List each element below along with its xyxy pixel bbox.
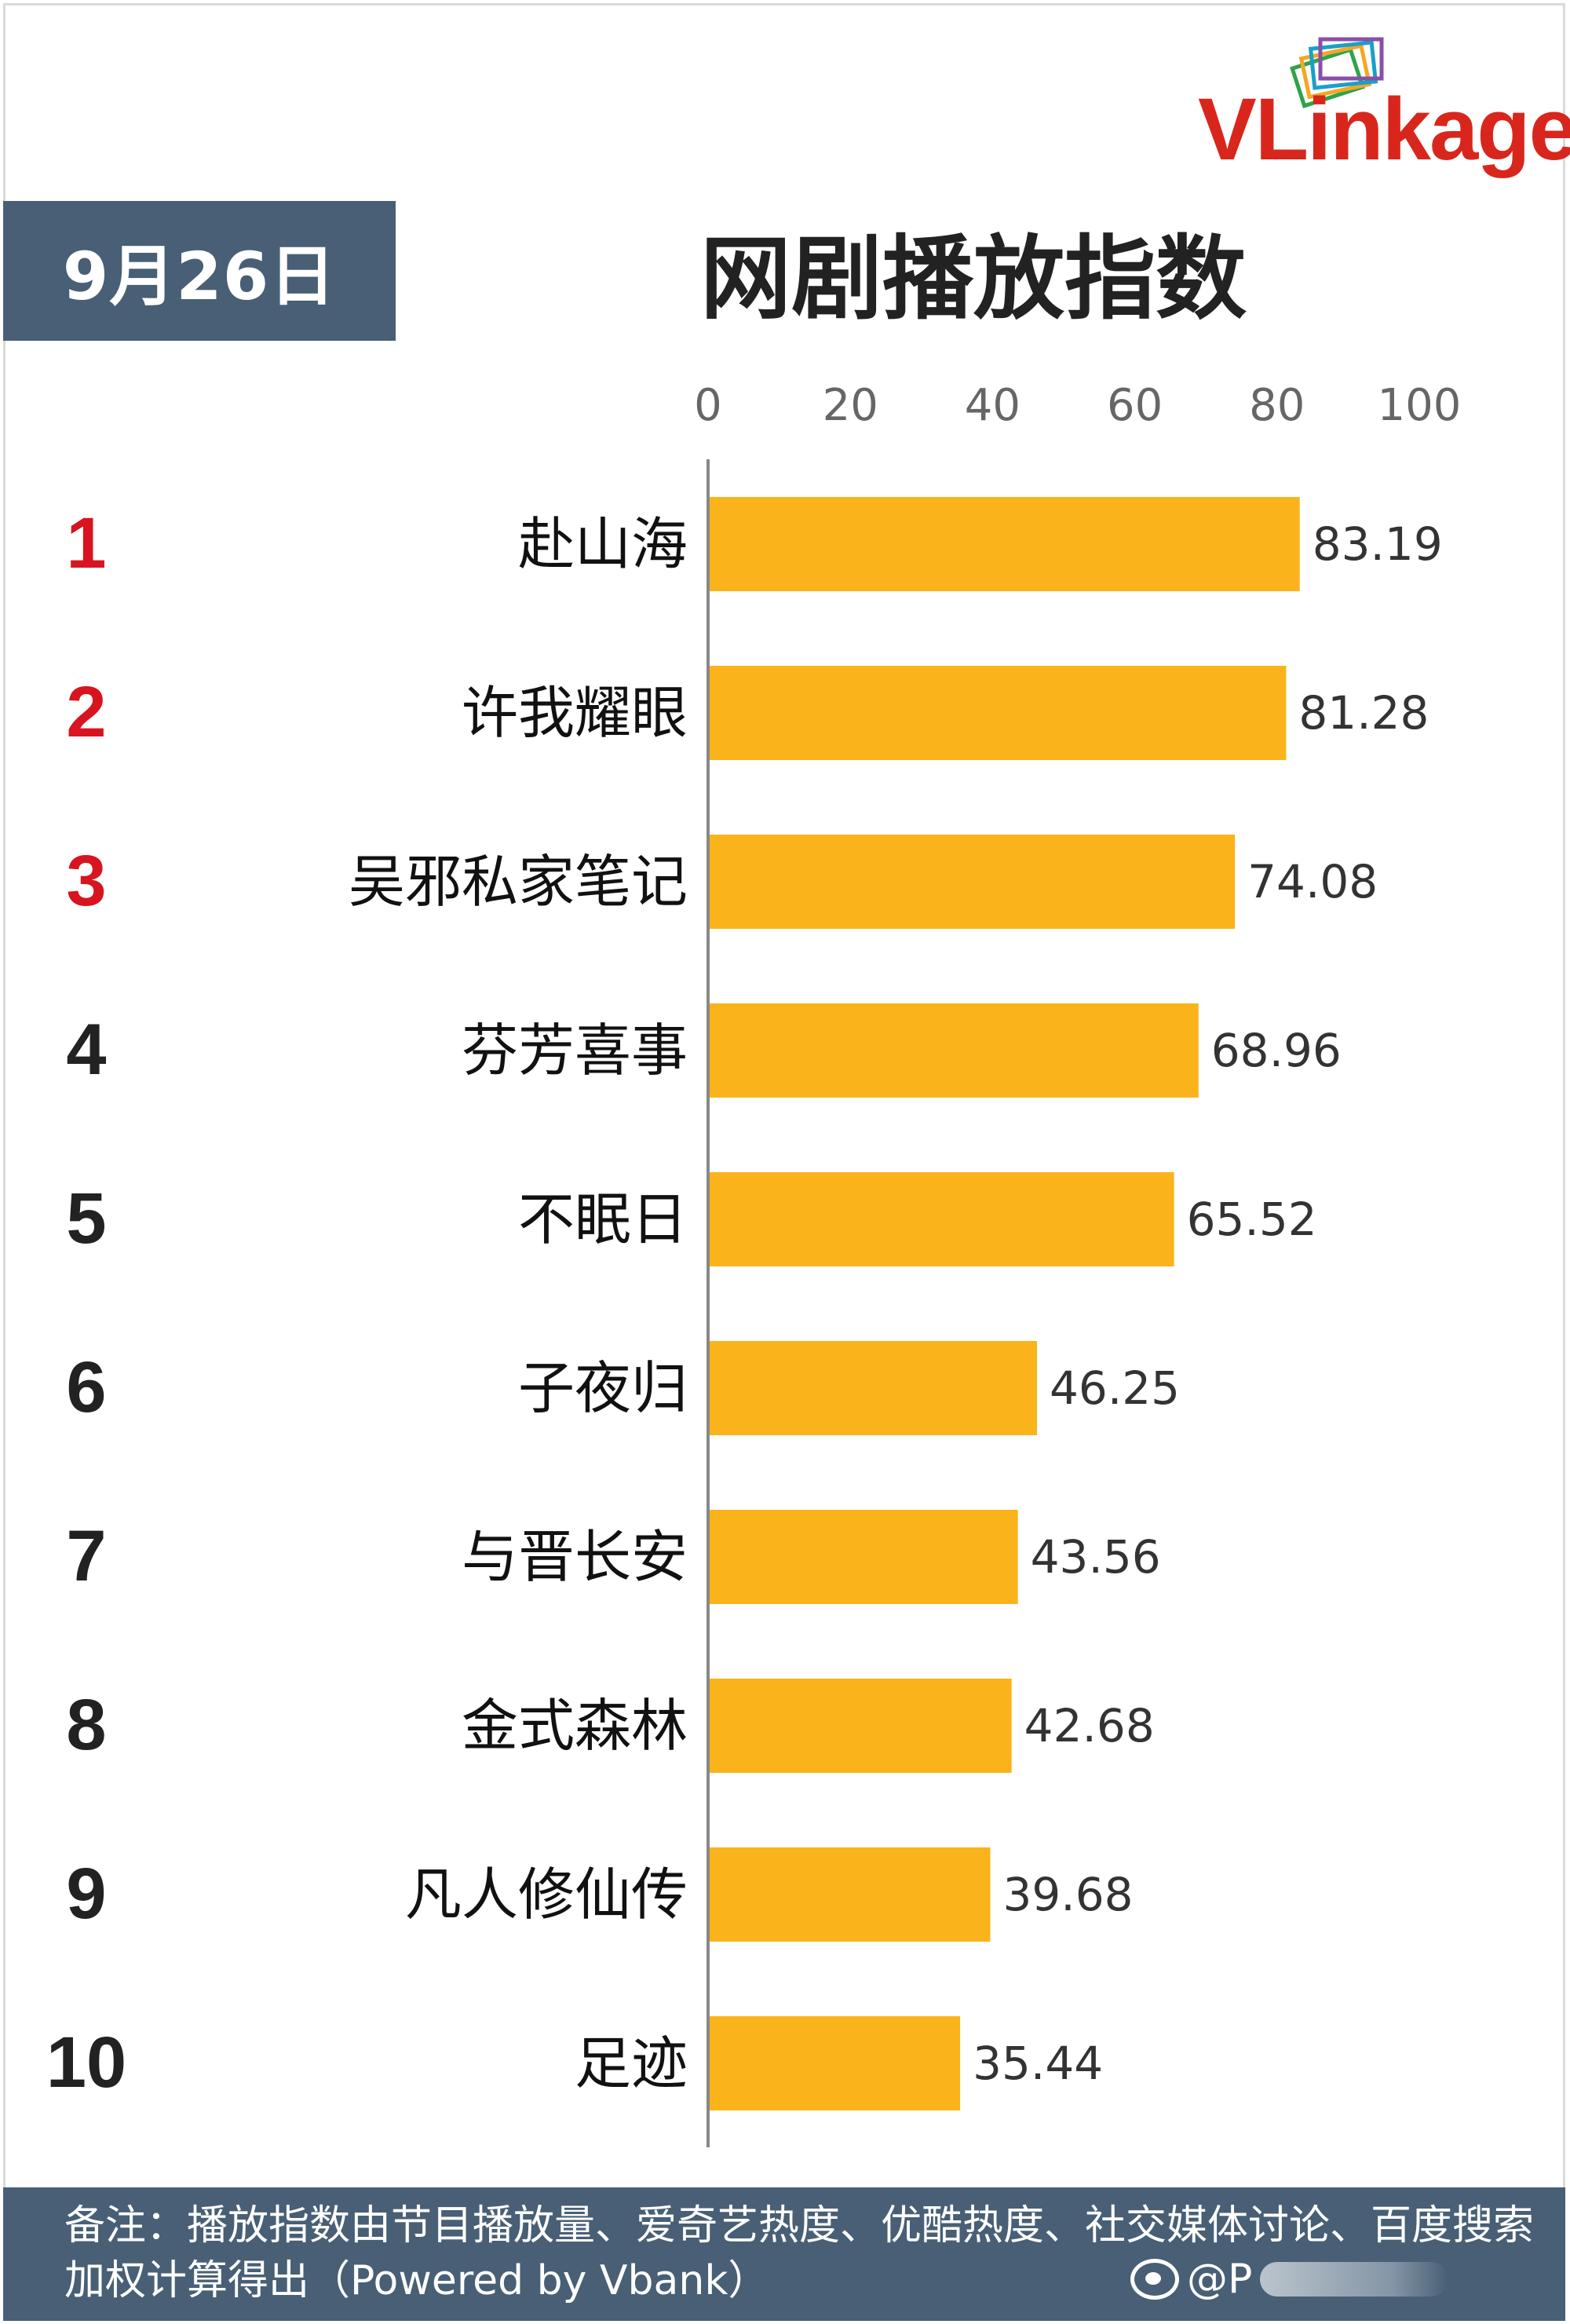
bar (710, 1003, 1199, 1098)
footer-note: 备注：播放指数由节目播放量、爱奇艺热度、优酷热度、社交媒体讨论、百度搜索加权计算… (3, 2187, 1565, 2321)
value-label: 65.52 (1187, 1193, 1317, 1246)
bar (710, 1172, 1174, 1266)
value-label: 46.25 (1050, 1361, 1180, 1415)
logo-cards-icon (1290, 37, 1384, 108)
bar (710, 2016, 961, 2110)
logo-text: VLinkage (1198, 80, 1570, 178)
category-label: 与晋长安 (462, 1524, 688, 1590)
value-label: 74.08 (1247, 855, 1378, 908)
value-label: 83.19 (1313, 517, 1443, 571)
category-label: 赴山海 (518, 511, 688, 577)
rank-number: 6 (66, 1347, 106, 1427)
category-label: 不眠日 (518, 1186, 688, 1252)
x-tick-label: 80 (1249, 380, 1305, 431)
value-label: 39.68 (1003, 1868, 1134, 1921)
rank-number: 3 (66, 841, 106, 921)
vlinkage-logo: VLinkage (1193, 28, 1570, 178)
rank-number: 1 (66, 503, 106, 583)
x-tick-label: 40 (965, 380, 1020, 431)
category-label: 足迹 (575, 2030, 688, 2096)
value-label: 43.56 (1031, 1530, 1161, 1584)
bar (710, 666, 1287, 760)
category-label: 凡人修仙传 (405, 1862, 688, 1928)
bar (710, 1510, 1018, 1604)
category-label: 芬芳喜事 (462, 1018, 688, 1083)
rank-number: 4 (66, 1010, 106, 1090)
x-tick-label: 0 (694, 380, 722, 431)
x-tick-label: 60 (1107, 380, 1163, 431)
value-label: 68.96 (1211, 1024, 1342, 1077)
category-label: 吴邪私家笔记 (349, 849, 688, 915)
bar (710, 1847, 991, 1942)
blurred-username (1260, 2262, 1449, 2297)
weibo-icon (1130, 2259, 1179, 2300)
date-badge: 9月26日 (3, 201, 396, 341)
category-label: 许我耀眼 (462, 680, 688, 746)
watermark: @P (1130, 2252, 1449, 2307)
chart-title: 网剧播放指数 (700, 226, 1247, 332)
bar (710, 1341, 1038, 1435)
x-tick-label: 20 (823, 380, 878, 431)
category-label: 金式森林 (462, 1693, 688, 1759)
value-label: 81.28 (1298, 686, 1429, 740)
rank-number: 8 (66, 1685, 106, 1765)
category-label: 子夜归 (518, 1355, 688, 1421)
rank-number: 5 (66, 1178, 106, 1259)
value-label: 42.68 (1024, 1699, 1155, 1752)
rank-number: 10 (46, 2023, 126, 2103)
rank-number: 7 (66, 1516, 106, 1596)
bar (710, 835, 1236, 929)
x-tick-label: 100 (1378, 380, 1462, 431)
bar (710, 497, 1300, 591)
bar (710, 1679, 1012, 1773)
rank-number: 9 (66, 1854, 106, 1934)
watermark-text: @P (1187, 2256, 1253, 2303)
rank-number: 2 (66, 672, 106, 752)
value-label: 35.44 (973, 2037, 1103, 2090)
